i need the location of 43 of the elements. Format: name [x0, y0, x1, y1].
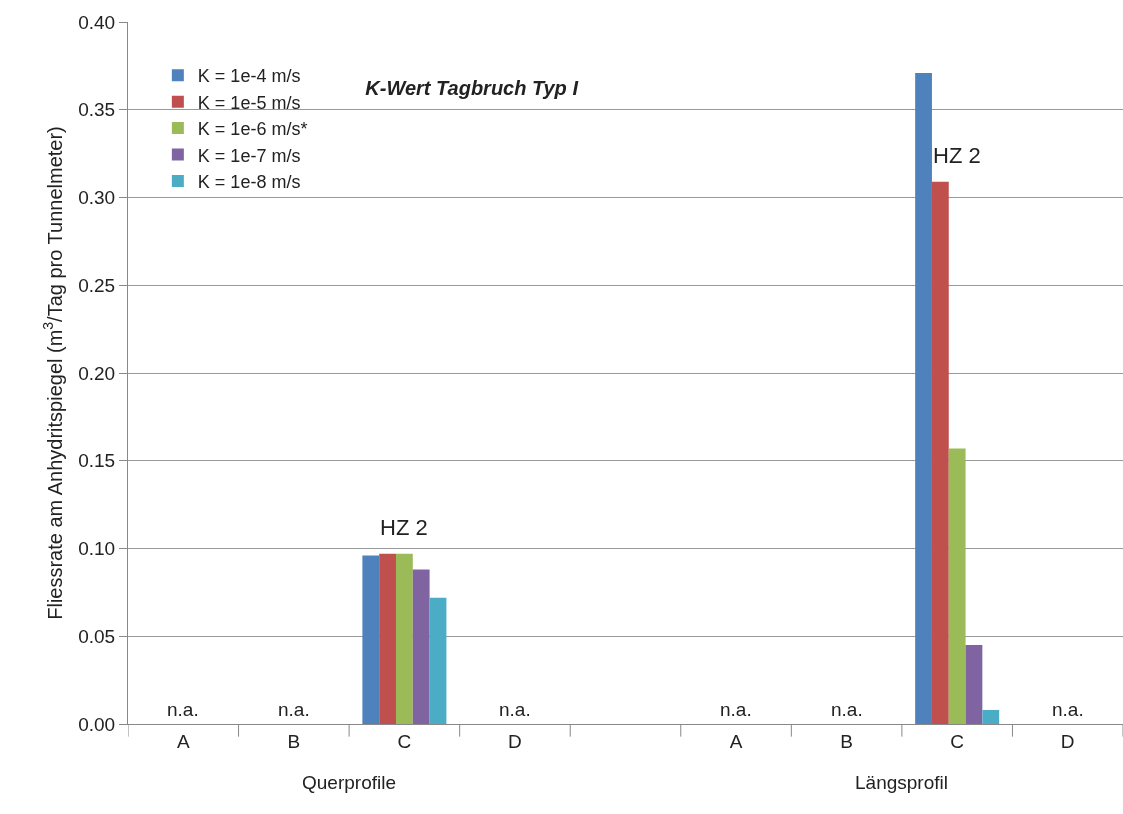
y-tick-label: 0.15 — [78, 450, 116, 472]
x-tick-label: A — [176, 730, 190, 752]
x-tick-label: C — [950, 730, 965, 752]
x-tick-label: D — [508, 730, 522, 752]
legend-label: K = 1e-5 m/s — [197, 92, 301, 113]
x-tick-label: D — [1060, 730, 1075, 752]
text: n.a. — [499, 699, 531, 720]
legend-label: K = 1e-4 m/s — [197, 66, 301, 87]
bar — [965, 645, 983, 724]
bar — [379, 553, 396, 724]
text: n.a. — [720, 699, 752, 720]
x-tick-label: B — [840, 730, 853, 752]
annotation: HZ 2 — [380, 515, 428, 540]
text: Querprofile — [302, 772, 396, 793]
bar — [395, 553, 413, 724]
bar — [931, 181, 949, 724]
y-tick-label: 0.35 — [78, 99, 116, 121]
text: Längsprofil — [855, 772, 948, 793]
bar — [362, 555, 380, 724]
bar — [915, 72, 932, 724]
bar — [412, 569, 430, 724]
y-tick-label: 0.10 — [78, 538, 116, 560]
y-tick-label: 0.25 — [78, 274, 116, 296]
bar — [429, 597, 447, 724]
bar — [948, 448, 966, 724]
text: n.a. — [278, 699, 310, 720]
legend-label: K = 1e-6 m/s* — [197, 119, 308, 140]
legend-label: K = 1e-8 m/s — [197, 171, 301, 192]
y-tick-label: 0.20 — [78, 362, 116, 384]
x-tick-label: B — [287, 730, 301, 752]
x-tick-label: C — [397, 730, 412, 752]
legend-label: K = 1e-7 m/s — [197, 145, 301, 166]
y-tick-label: 0.30 — [78, 187, 116, 209]
text: n.a. — [1052, 699, 1084, 720]
bar — [982, 709, 1000, 724]
text: n.a. — [831, 699, 863, 720]
annotation: HZ 2 — [933, 143, 981, 168]
y-tick-label: 0.00 — [78, 713, 116, 735]
y-tick-label: 0.05 — [78, 625, 116, 647]
x-tick-label: A — [729, 730, 743, 752]
y-tick-label: 0.40 — [78, 11, 116, 33]
text: n.a. — [167, 699, 199, 720]
text: K-Wert Tagbruch Typ I — [365, 77, 579, 100]
